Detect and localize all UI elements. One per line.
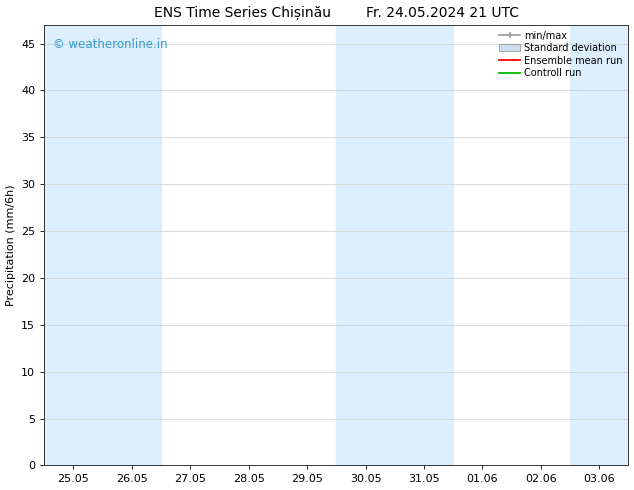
- Bar: [570, 25, 628, 465]
- Title: ENS Time Series Chișinău        Fr. 24.05.2024 21 UTC: ENS Time Series Chișinău Fr. 24.05.2024 …: [154, 5, 519, 20]
- Bar: [337, 25, 395, 465]
- Bar: [44, 25, 103, 465]
- Bar: [395, 25, 453, 465]
- Bar: [103, 25, 161, 465]
- Y-axis label: Precipitation (mm/6h): Precipitation (mm/6h): [6, 184, 16, 306]
- Text: © weatheronline.in: © weatheronline.in: [53, 38, 167, 51]
- Legend: min/max, Standard deviation, Ensemble mean run, Controll run: min/max, Standard deviation, Ensemble me…: [495, 27, 626, 82]
